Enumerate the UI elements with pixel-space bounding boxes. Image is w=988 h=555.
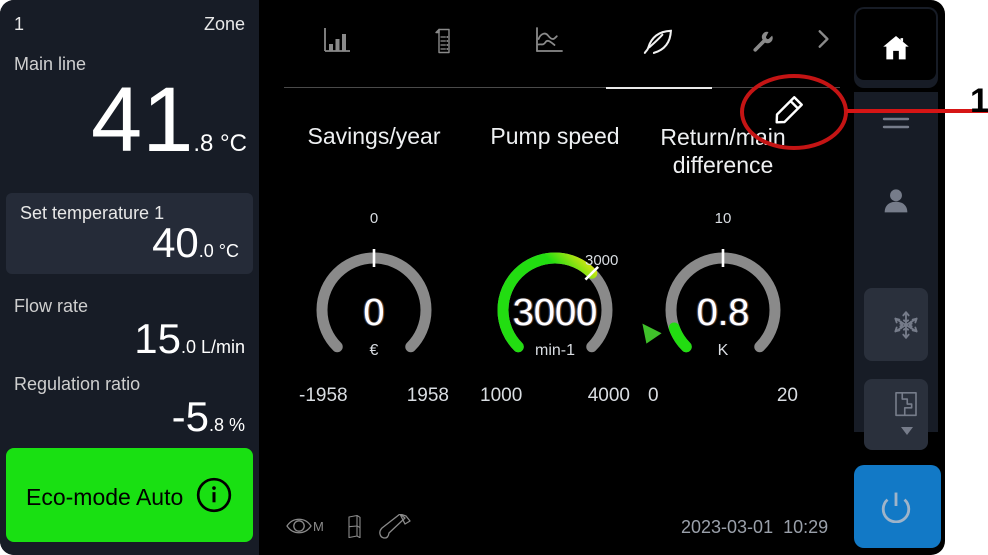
svg-text:M: M: [313, 519, 324, 534]
